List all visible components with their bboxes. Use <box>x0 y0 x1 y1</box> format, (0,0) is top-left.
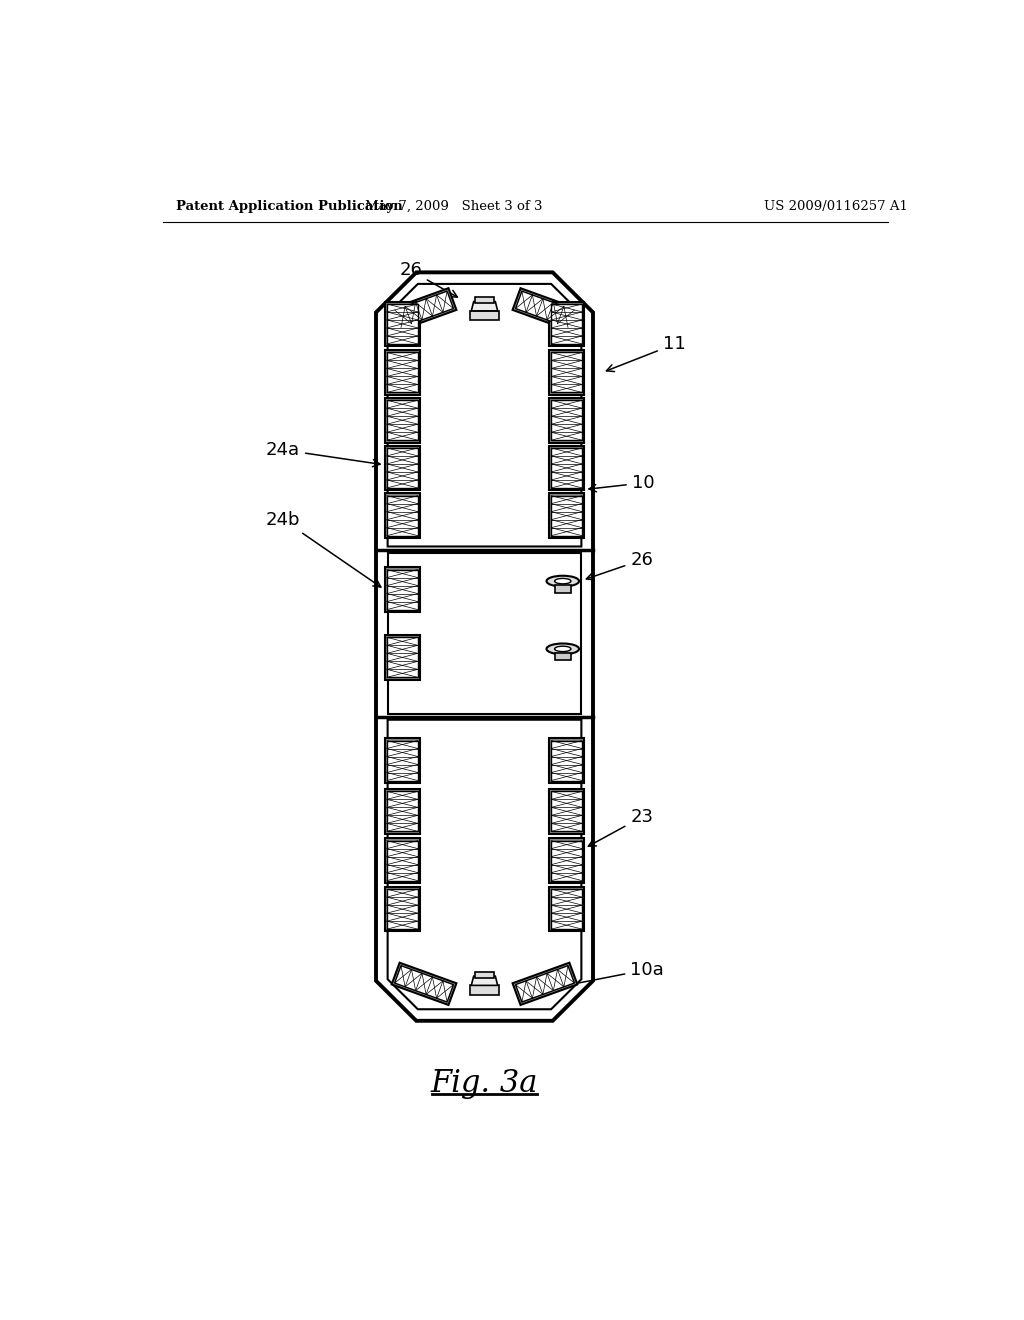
Bar <box>551 304 583 345</box>
Bar <box>551 352 583 392</box>
Bar <box>385 350 420 395</box>
Text: 26: 26 <box>587 550 653 579</box>
Text: Fig. 3a: Fig. 3a <box>431 1068 539 1100</box>
Text: 24b: 24b <box>266 511 381 587</box>
Bar <box>387 447 418 488</box>
Bar <box>551 741 583 780</box>
Bar <box>549 302 585 346</box>
Bar <box>385 838 420 883</box>
Text: 11: 11 <box>606 335 685 371</box>
Bar <box>385 568 420 612</box>
Bar <box>549 350 585 395</box>
Bar <box>515 966 574 1002</box>
Ellipse shape <box>555 578 571 583</box>
Bar <box>551 496 583 536</box>
Text: May 7, 2009   Sheet 3 of 3: May 7, 2009 Sheet 3 of 3 <box>365 199 543 213</box>
Bar <box>385 397 420 442</box>
Text: 24a: 24a <box>266 441 380 467</box>
Ellipse shape <box>547 644 579 655</box>
Bar <box>513 288 578 330</box>
Bar <box>549 738 585 783</box>
Text: 26: 26 <box>399 261 458 297</box>
Text: US 2009/0116257 A1: US 2009/0116257 A1 <box>764 199 907 213</box>
Bar <box>551 400 583 441</box>
Bar <box>387 890 418 929</box>
Text: 23: 23 <box>589 808 653 846</box>
Bar <box>475 972 494 978</box>
Text: 10a: 10a <box>540 961 664 993</box>
Bar <box>387 841 418 880</box>
Bar <box>387 570 418 610</box>
Bar <box>555 585 570 593</box>
Bar <box>515 292 574 327</box>
Bar <box>549 494 585 539</box>
Bar <box>387 352 418 392</box>
Polygon shape <box>471 302 498 312</box>
Ellipse shape <box>555 647 571 652</box>
Bar <box>551 792 583 832</box>
Bar <box>549 397 585 442</box>
Bar <box>385 789 420 834</box>
Polygon shape <box>471 977 498 985</box>
Bar <box>470 985 500 995</box>
Bar <box>391 288 457 330</box>
Bar <box>387 792 418 832</box>
Polygon shape <box>376 272 593 1020</box>
Bar <box>394 966 454 1002</box>
Bar <box>549 446 585 490</box>
Bar <box>387 741 418 780</box>
Bar <box>385 738 420 783</box>
Bar <box>385 635 420 680</box>
Bar <box>385 302 420 346</box>
Bar <box>549 789 585 834</box>
Bar <box>387 304 418 345</box>
Ellipse shape <box>547 576 579 586</box>
Bar <box>555 653 570 660</box>
Bar <box>551 890 583 929</box>
Text: 10: 10 <box>589 474 654 492</box>
Bar <box>385 887 420 932</box>
Bar <box>385 446 420 490</box>
Text: Patent Application Publication: Patent Application Publication <box>176 199 402 213</box>
Bar <box>394 292 454 327</box>
Bar <box>475 297 494 304</box>
Bar <box>513 962 578 1005</box>
Bar <box>385 494 420 539</box>
Bar <box>549 887 585 932</box>
Bar <box>387 400 418 441</box>
Bar <box>551 447 583 488</box>
Bar <box>391 962 457 1005</box>
Bar <box>470 312 500 321</box>
Bar <box>387 638 418 677</box>
Bar <box>551 841 583 880</box>
Bar <box>549 838 585 883</box>
Bar <box>387 496 418 536</box>
